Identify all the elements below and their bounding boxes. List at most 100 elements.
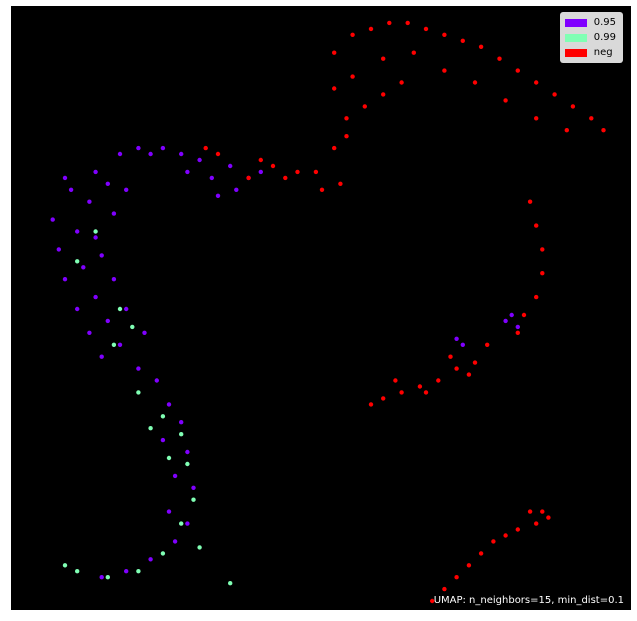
point-neg-41 <box>527 199 533 204</box>
point-095-16 <box>93 235 98 240</box>
point-099-11 <box>136 569 141 574</box>
point-neg-15 <box>601 128 606 133</box>
point-neg-50 <box>454 366 459 371</box>
point-neg-0 <box>332 50 337 55</box>
point-neg-18 <box>381 56 386 61</box>
point-neg-26 <box>362 104 367 109</box>
point-095-48 <box>258 169 263 175</box>
point-neg-66 <box>466 563 472 568</box>
point-neg-4 <box>405 20 410 26</box>
point-095-36 <box>185 449 190 455</box>
point-095-46 <box>234 187 239 192</box>
point-095-1 <box>136 145 141 151</box>
point-neg-57 <box>393 378 398 383</box>
point-neg-19 <box>411 50 416 55</box>
point-neg-45 <box>534 294 539 300</box>
point-neg-71 <box>540 509 545 514</box>
point-neg-3 <box>387 20 392 26</box>
point-095-10 <box>50 217 55 222</box>
point-neg-21 <box>472 80 478 85</box>
point-095-38 <box>191 485 196 490</box>
point-095-23 <box>93 294 98 300</box>
point-neg-36 <box>283 175 288 181</box>
point-neg-54 <box>381 396 386 401</box>
point-095-19 <box>62 277 68 282</box>
point-neg-56 <box>423 390 429 395</box>
point-099-14 <box>62 563 68 568</box>
point-neg-58 <box>448 354 453 359</box>
point-095-12 <box>87 199 92 204</box>
point-neg-62 <box>515 527 520 532</box>
point-neg-22 <box>503 98 508 103</box>
point-neg-37 <box>246 175 251 181</box>
point-neg-25 <box>344 116 349 121</box>
point-095-33 <box>166 402 172 407</box>
legend-label-095: 0.95 <box>593 17 616 28</box>
point-095-25 <box>87 330 92 335</box>
legend: 0.95 0.99 neg <box>559 12 623 63</box>
point-095-40 <box>185 521 190 526</box>
point-neg-35 <box>270 163 276 169</box>
point-neg-12 <box>552 92 557 97</box>
point-095-24 <box>111 277 117 282</box>
point-099-10 <box>160 551 166 556</box>
point-095-21 <box>99 253 104 258</box>
point-neg-24 <box>564 128 569 133</box>
point-095-20 <box>81 265 86 270</box>
point-neg-16 <box>332 86 337 91</box>
point-neg-65 <box>478 551 484 556</box>
point-095-42 <box>148 557 153 562</box>
point-neg-68 <box>442 586 447 592</box>
point-neg-9 <box>497 56 502 61</box>
point-099-0 <box>111 342 117 347</box>
point-neg-34 <box>295 169 300 175</box>
point-095-14 <box>56 247 61 252</box>
point-095-30 <box>142 330 147 335</box>
point-neg-69 <box>430 598 435 604</box>
point-099-4 <box>160 414 166 419</box>
point-095-49 <box>228 163 233 169</box>
point-095-28 <box>99 354 104 359</box>
point-neg-60 <box>546 515 551 520</box>
point-neg-33 <box>338 181 343 186</box>
point-095-51 <box>515 324 520 330</box>
point-095-13 <box>105 181 111 186</box>
point-095-35 <box>160 437 166 443</box>
point-099-12 <box>105 575 111 580</box>
legend-label-neg: neg <box>593 47 613 58</box>
point-neg-39 <box>203 145 208 151</box>
point-099-15 <box>93 229 98 234</box>
point-neg-8 <box>478 44 484 49</box>
point-095-7 <box>148 151 153 157</box>
point-neg-7 <box>460 38 465 43</box>
point-099-1 <box>130 324 135 330</box>
point-099-8 <box>191 497 196 502</box>
point-neg-40 <box>215 151 221 157</box>
point-neg-23 <box>534 116 539 121</box>
point-095-26 <box>105 318 111 324</box>
legend-item-099: 0.99 <box>564 30 616 45</box>
point-neg-42 <box>534 223 539 228</box>
point-095-3 <box>179 151 184 157</box>
point-neg-6 <box>442 32 447 37</box>
point-neg-2 <box>368 26 374 32</box>
legend-swatch-neg <box>564 48 587 57</box>
point-neg-13 <box>570 104 576 109</box>
point-099-16 <box>75 259 80 264</box>
point-neg-5 <box>423 26 429 32</box>
point-neg-46 <box>521 312 527 318</box>
point-095-2 <box>160 145 166 151</box>
legend-item-095: 0.95 <box>564 15 616 30</box>
point-neg-10 <box>515 68 520 73</box>
point-095-50 <box>503 318 508 324</box>
point-neg-44 <box>540 271 545 276</box>
point-neg-52 <box>417 384 423 389</box>
point-095-45 <box>215 193 221 198</box>
point-095-6 <box>93 169 98 175</box>
legend-item-neg: neg <box>564 45 616 60</box>
point-neg-32 <box>319 187 325 192</box>
point-neg-14 <box>589 116 594 121</box>
point-neg-1 <box>350 32 355 37</box>
point-095-9 <box>209 175 214 181</box>
point-neg-30 <box>344 134 349 139</box>
